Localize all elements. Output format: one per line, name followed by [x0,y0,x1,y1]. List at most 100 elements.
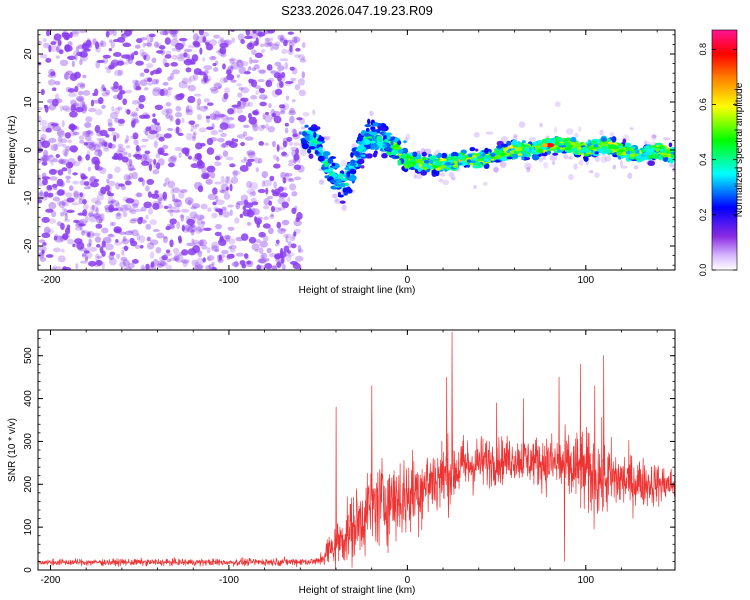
noise-blob [123,61,130,65]
halo-blob [643,141,651,145]
noise-blob [127,229,134,234]
noise-blob [208,39,218,46]
noise-blob [38,38,41,46]
noise-blob [297,244,302,253]
noise-blob [152,88,160,97]
signal-blob [484,147,489,155]
noise-blob [146,236,151,242]
signal-blob [397,140,402,146]
noise-blob [245,30,251,36]
noise-blob [144,42,152,47]
noise-blob [90,205,99,213]
noise-blob [49,176,58,181]
noise-blob [185,132,193,141]
signal-peak [546,143,555,148]
signal-blob [359,143,364,148]
noise-blob [96,42,104,47]
noise-blob [42,178,48,186]
signal-blob [391,149,397,156]
noise-blob [116,212,121,217]
noise-blob [300,148,307,157]
noise-blob [266,247,272,254]
noise-blob [228,57,237,62]
noise-blob [65,192,73,198]
halo-blob [473,184,477,190]
noise-blob [139,244,144,249]
noise-blob [172,256,180,261]
y-tick-label: 20 [23,48,34,60]
halo-blob [629,127,634,131]
noise-blob [64,132,72,139]
noise-blob [297,157,301,164]
noise-blob [99,167,107,175]
noise-blob [50,144,59,151]
signal-blob [349,163,357,166]
noise-blob [287,178,295,183]
noise-blob [130,53,135,60]
noise-blob [76,95,85,102]
noise-blob [53,33,62,41]
noise-blob [83,142,89,146]
noise-blob [151,57,157,64]
noise-blob [96,244,101,248]
noise-blob [284,127,289,134]
noise-blob [156,50,164,54]
noise-blob [110,86,116,90]
noise-blob [164,54,172,59]
noise-blob [108,233,114,237]
noise-blob [172,187,180,194]
noise-blob [256,31,266,37]
noise-blob [224,87,230,94]
noise-blob [301,71,306,79]
noise-blob [67,158,76,166]
noise-blob [88,142,96,151]
halo-blob [551,160,556,166]
signal-blob [506,140,512,146]
noise-blob [128,56,134,65]
noise-blob [213,34,221,39]
halo-blob [568,174,574,181]
noise-blob [211,261,215,266]
noise-blob [81,103,88,112]
noise-blob [47,79,56,86]
noise-blob [165,264,173,270]
noise-blob [103,87,107,92]
noise-blob [188,76,192,85]
noise-blob [187,95,196,104]
noise-blob [207,207,212,213]
noise-blob [58,49,64,55]
noise-blob [194,153,202,160]
noise-blob [247,112,252,119]
halo-blob [482,181,488,187]
signal-blob [372,152,378,158]
signal-blob [336,178,342,184]
noise-blob [291,128,297,134]
noise-blob [124,139,128,144]
noise-blob [277,227,286,235]
signal-core-blob [642,152,651,156]
noise-blob [69,145,78,153]
noise-blob [96,138,101,142]
noise-blob [169,209,174,217]
signal-blob [356,159,365,165]
noise-blob [132,79,136,85]
signal-blob [397,148,404,154]
noise-blob [268,103,272,109]
noise-blob [286,252,295,257]
noise-blob [229,66,234,70]
noise-blob [70,104,77,112]
signal-blob [304,124,309,128]
noise-blob [74,107,84,113]
noise-blob [230,61,240,70]
halo-blob [332,193,338,199]
noise-blob [257,258,267,263]
signal-blob [367,118,371,125]
noise-blob [282,140,288,148]
noise-blob [56,235,62,241]
noise-blob [132,118,140,124]
noise-blob [107,200,114,205]
noise-blob [201,166,207,174]
noise-blob [271,189,275,193]
noise-blob [147,191,152,198]
noise-blob [95,259,103,267]
